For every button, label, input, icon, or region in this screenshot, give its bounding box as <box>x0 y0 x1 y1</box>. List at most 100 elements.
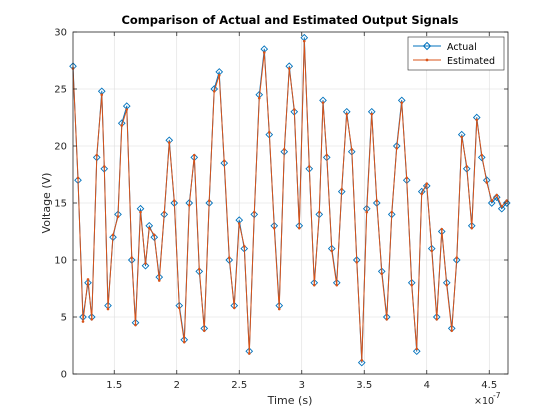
data-point-estimated <box>360 359 364 362</box>
data-point-estimated <box>172 199 176 203</box>
data-point-actual <box>141 261 150 270</box>
data-point-estimated <box>267 131 271 134</box>
data-point-estimated <box>325 153 329 157</box>
data-point-estimated <box>242 245 246 248</box>
y-axis-label: Voltage (V) <box>40 173 53 234</box>
data-point-estimated <box>222 159 226 163</box>
data-point-estimated <box>440 227 444 231</box>
data-point-estimated <box>330 249 334 253</box>
data-point-estimated <box>90 317 94 321</box>
legend: Actual Estimated <box>407 36 505 71</box>
data-point-estimated <box>405 176 409 180</box>
data-point-estimated <box>272 226 276 230</box>
data-point-estimated <box>192 153 196 157</box>
data-point-estimated <box>345 112 349 116</box>
data-point-estimated <box>227 256 231 260</box>
data-point-estimated <box>100 93 104 96</box>
series-estimated <box>71 39 509 362</box>
data-point-estimated <box>147 226 151 230</box>
data-point-estimated <box>111 233 115 237</box>
data-point-estimated <box>385 317 389 321</box>
data-point-estimated <box>490 199 494 203</box>
data-point-estimated <box>287 67 291 70</box>
data-point-estimated <box>95 153 99 157</box>
data-point-estimated <box>420 192 424 196</box>
data-point-estimated <box>81 320 85 323</box>
y-tick-label: 5 <box>61 313 67 324</box>
data-point-actual <box>225 256 234 264</box>
y-tick-label: 15 <box>54 199 67 210</box>
data-point-estimated <box>207 199 211 203</box>
data-point-actual <box>150 233 159 242</box>
legend-box <box>407 36 505 71</box>
data-point-estimated <box>302 39 306 43</box>
data-point-estimated <box>144 262 147 265</box>
ticks: 1.5 2 2.5 3 3.5 4 4.5 0 5 10 15 20 25 30 <box>54 28 508 391</box>
data-point-estimated <box>76 176 80 180</box>
data-point-estimated <box>475 118 479 122</box>
x-tick-label: 3.5 <box>356 380 372 391</box>
data-point-estimated <box>485 181 489 184</box>
data-point-estimated <box>395 146 399 150</box>
data-point-estimated <box>340 188 344 191</box>
data-point-estimated <box>445 283 449 287</box>
y-tick-label: 30 <box>54 28 67 39</box>
data-point-estimated <box>335 283 339 287</box>
data-point-estimated <box>460 135 464 139</box>
data-point-estimated <box>355 260 359 264</box>
data-point-estimated <box>152 233 156 237</box>
data-point-estimated <box>202 329 206 332</box>
y-tick-label: 0 <box>61 370 67 381</box>
data-point-estimated <box>375 199 379 203</box>
data-point-estimated <box>292 108 296 111</box>
series-line-estimated <box>72 40 508 361</box>
x-tick-label: 4 <box>424 380 430 391</box>
chart-title: Comparison of Actual and Estimated Outpu… <box>121 13 458 27</box>
data-point-estimated <box>130 256 134 260</box>
data-point-estimated <box>435 317 439 321</box>
data-point-estimated <box>232 306 236 310</box>
data-point-estimated <box>125 108 129 111</box>
data-point-actual <box>497 204 506 213</box>
data-point-estimated <box>415 347 419 351</box>
legend-marker-estimated <box>425 58 429 62</box>
data-point-estimated <box>139 210 142 214</box>
data-point-estimated <box>390 210 394 214</box>
data-point-estimated <box>365 210 369 214</box>
data-point-estimated <box>182 340 186 344</box>
data-point-estimated <box>317 210 321 214</box>
data-point-estimated <box>187 203 191 207</box>
data-point-actual <box>357 358 366 367</box>
data-point-estimated <box>134 323 137 327</box>
data-point-actual <box>477 153 486 162</box>
data-point-actual <box>492 193 501 202</box>
data-point-estimated <box>116 215 120 218</box>
plot-area: 1.5 2 2.5 3 3.5 4 4.5 0 5 10 15 20 25 30 <box>54 28 511 391</box>
data-point-estimated <box>350 148 354 151</box>
data-point-estimated <box>312 283 316 287</box>
data-point-estimated <box>400 101 404 104</box>
series-layer <box>69 33 511 367</box>
data-point-estimated <box>277 307 281 311</box>
data-point-estimated <box>197 267 201 271</box>
data-point-estimated <box>162 210 166 214</box>
data-point-estimated <box>465 165 469 168</box>
data-point-actual <box>502 199 511 207</box>
data-point-estimated <box>430 249 434 253</box>
x-tick-label: 4.5 <box>481 380 497 391</box>
legend-marker-actual <box>422 41 432 51</box>
x-tick-label: 2 <box>174 380 180 391</box>
data-point-estimated <box>370 112 374 116</box>
data-point-estimated <box>297 226 301 230</box>
data-point-estimated <box>86 278 90 281</box>
data-point-estimated <box>157 279 161 282</box>
y-tick-label: 25 <box>54 85 67 96</box>
data-point-estimated <box>177 306 181 310</box>
data-point-estimated <box>237 222 241 225</box>
data-point-estimated <box>167 141 171 144</box>
data-point-estimated <box>450 329 454 332</box>
legend-label-actual: Actual <box>447 42 477 53</box>
data-point-estimated <box>282 148 286 151</box>
x-tick-label: 1.5 <box>106 380 122 391</box>
